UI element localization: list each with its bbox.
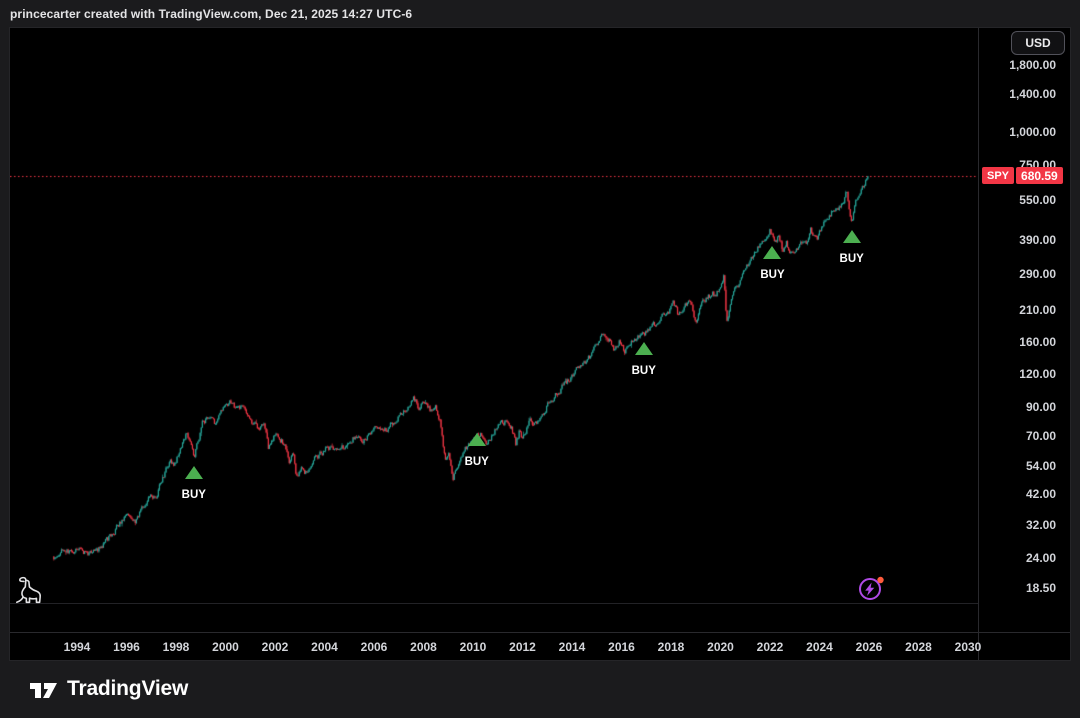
buy-marker-triangle[interactable] — [467, 433, 486, 447]
time-tick-label: 2008 — [410, 640, 437, 654]
time-axis[interactable]: 1994 1996 1998 2000 2002 2004 2006 2008 2010 2012… — [10, 632, 1070, 660]
buy-marker-label: BUY — [760, 269, 785, 282]
price-tick-label: 120.00 — [1019, 367, 1056, 382]
currency-button[interactable]: USD — [1011, 31, 1065, 55]
price-tick-label: 1,400.00 — [1009, 86, 1056, 101]
buy-marker-layer: BUY BUY BUY BUY BUY — [10, 28, 978, 632]
time-tick-label: 2020 — [707, 640, 734, 654]
price-tick-label: 550.00 — [1019, 193, 1056, 208]
ai-spark-button[interactable] — [855, 572, 887, 604]
tradingview-logo: TradingView — [28, 677, 188, 701]
price-tick-label: 24.00 — [1025, 551, 1056, 566]
time-tick-label: 1994 — [63, 640, 91, 654]
time-tick-label: 2000 — [212, 640, 239, 654]
buy-marker-triangle[interactable] — [634, 341, 653, 355]
price-tick-label: 1,000.00 — [1009, 125, 1056, 140]
time-tick-label: 2026 — [855, 640, 883, 654]
tradingview-wordmark: TradingView — [67, 677, 189, 700]
time-tick-label: 2010 — [459, 640, 487, 654]
pane-separator — [10, 603, 1070, 604]
time-tick-label: 1998 — [162, 640, 190, 654]
buy-marker-label: BUY — [631, 364, 656, 377]
buy-marker-label: BUY — [839, 253, 864, 266]
last-price-label: SPY 680.59 — [982, 167, 1063, 185]
time-tick-label: 2018 — [657, 640, 685, 654]
price-tick-label: 32.00 — [1025, 518, 1056, 533]
buy-marker-label: BUY — [181, 489, 206, 502]
price-tick-label: 390.00 — [1019, 232, 1056, 247]
dinosaur-sticker[interactable] — [12, 572, 46, 606]
symbol-badge: SPY — [982, 167, 1015, 185]
price-tick-label: 18.50 — [1025, 581, 1056, 595]
chart-card: BUY BUY BUY BUY BUY USD 1,800.00 1,400.00 1,00… — [9, 27, 1071, 661]
time-tick-label: 2022 — [756, 640, 784, 654]
time-tick-label: 2014 — [558, 640, 586, 654]
price-tick-label: 210.00 — [1019, 303, 1056, 318]
price-axis[interactable]: USD 1,800.00 1,400.00 1,000.00 750.00 550.00… — [978, 28, 1070, 660]
buy-marker-triangle[interactable] — [184, 466, 203, 480]
price-tick-label: 54.00 — [1025, 458, 1056, 473]
buy-marker-triangle[interactable] — [763, 246, 782, 260]
time-tick-label: 2012 — [509, 640, 536, 654]
price-tick-label: 42.00 — [1025, 487, 1056, 502]
price-chart-canvas[interactable] — [10, 28, 978, 632]
price-tick-label: 90.00 — [1025, 400, 1056, 415]
time-tick-label: 2006 — [360, 640, 388, 654]
time-tick-label: 1996 — [113, 640, 140, 654]
time-tick-label: 2004 — [311, 640, 338, 654]
attribution-text: princecarter created with TradingView.co… — [10, 7, 413, 21]
price-tick-label: 1,800.00 — [1009, 58, 1056, 72]
buy-marker-label: BUY — [464, 456, 489, 469]
last-price-badge: 680.59 — [1016, 167, 1063, 185]
price-tick-label: 290.00 — [1019, 266, 1056, 281]
price-tick-label: 70.00 — [1025, 428, 1056, 443]
time-tick-label: 2002 — [261, 640, 289, 654]
tradingview-logo-icon — [30, 683, 57, 698]
time-tick-label: 2028 — [905, 640, 932, 654]
time-tick-label: 2024 — [806, 640, 833, 654]
footer-bar: TradingView — [0, 660, 1080, 718]
attribution-bar: princecarter created with TradingView.co… — [0, 0, 1080, 28]
time-tick-label: 2030 — [954, 640, 982, 654]
time-tick-label: 2016 — [608, 640, 635, 654]
price-tick-label: 160.00 — [1019, 334, 1056, 349]
buy-marker-triangle[interactable] — [842, 230, 861, 244]
